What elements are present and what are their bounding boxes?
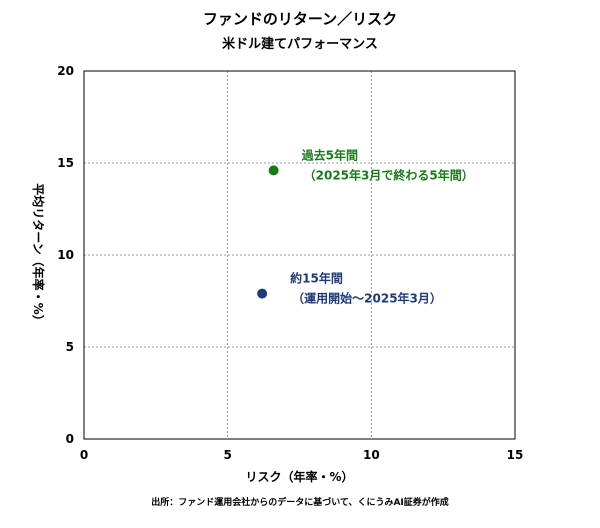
x-axis-label: リスク（年率・%） — [245, 469, 353, 484]
point-label-period: （運用開始～2025年3月） — [292, 291, 442, 306]
x-tick-label: 10 — [363, 448, 380, 462]
data-points: 過去5年間 （2025年3月で終わる5年間） 約15年間 （運用開始～2025年3月） — [257, 147, 474, 306]
source-note: 出所：ファンド運用会社からのデータに基づいて、くにうみAI証券が作成 — [151, 498, 449, 508]
x-tick-label: 5 — [223, 448, 231, 462]
y-tick-label: 10 — [57, 248, 74, 262]
y-tick-label: 20 — [57, 64, 74, 78]
y-axis-ticks: 0 5 10 15 20 — [57, 64, 74, 446]
point-label: 過去5年間 — [301, 147, 358, 162]
point-label-period: （2025年3月で終わる5年間） — [304, 167, 474, 182]
x-tick-label: 15 — [507, 448, 524, 462]
y-tick-label: 15 — [57, 156, 74, 170]
y-tick-label: 5 — [66, 340, 74, 354]
x-axis-ticks: 0 5 10 15 — [80, 448, 524, 462]
y-axis-label: 平均リターン（年率・%） — [31, 183, 46, 326]
y-tick-label: 0 — [66, 432, 74, 446]
plot-area — [83, 70, 516, 440]
chart-title: ファンドのリターン／リスク — [202, 10, 398, 28]
point-label: 約15年間 — [290, 271, 343, 286]
chart-subtitle: 米ドル建てパフォーマンス — [222, 37, 378, 52]
gridlines — [84, 71, 515, 439]
x-tick-label: 0 — [80, 448, 88, 462]
data-point — [268, 165, 279, 176]
data-point — [257, 288, 268, 299]
